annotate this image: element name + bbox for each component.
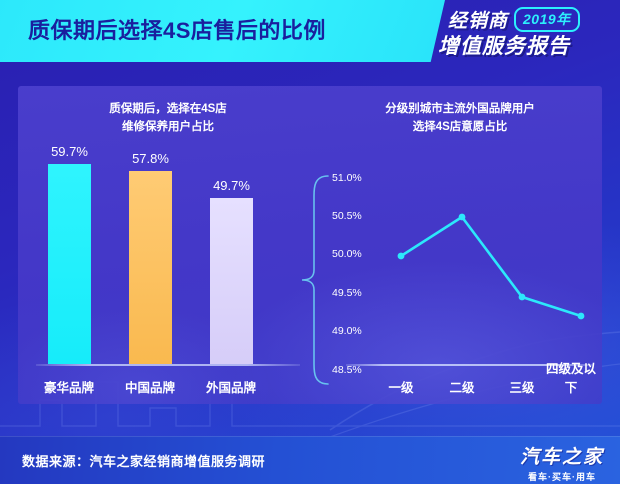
bar-category-label-3: 外国品牌 [205, 381, 256, 395]
bar-item-foreign[interactable]: 49.7% [210, 178, 253, 364]
y-axis-tick-3: 49.5% [332, 287, 362, 299]
report-badge-row-1: 经销商 2019年 [448, 6, 580, 33]
header-bar: 质保期后选择4S店售后的比例 [0, 0, 620, 62]
panel-glow [18, 86, 602, 404]
bar-chart-title-line-2: 维修保养用户占比 [122, 121, 214, 133]
footer-bar: 数据来源：汽车之家经销商增值服务调研 汽车之家 看车·买车·用车 [0, 436, 620, 484]
x-axis-tick-2: 二级 [449, 381, 475, 395]
brand-logo: 汽车之家 看车·买车·用车 [520, 442, 604, 483]
line-point-3 [518, 293, 526, 301]
bar-value-label-3: 49.7% [213, 178, 250, 193]
line-point-2 [458, 213, 466, 221]
line-chart-title: 分级别城市主流外国品牌用户 选择4S店意愿占比 [318, 100, 602, 136]
y-axis-tick-4: 49.0% [332, 325, 362, 337]
y-axis-tick-5: 48.5% [332, 364, 362, 376]
bar-chart-baseline [36, 364, 300, 366]
bar-chart-title-line-1: 质保期后，选择在4S店 [109, 103, 227, 115]
bar-category-label-1: 豪华品牌 [43, 381, 94, 395]
connector-brace-icon [298, 174, 334, 386]
report-badge: 经销商 2019年 增值服务报告 [424, 4, 614, 66]
line-chart-title-line-1: 分级别城市主流外国品牌用户 [385, 103, 535, 115]
badge-subtitle-label: 增值服务报告 [438, 35, 570, 58]
bar-value-label-1: 59.7% [51, 144, 88, 159]
badge-year-label: 2019年 [514, 7, 580, 32]
page-title: 质保期后选择4S店售后的比例 [28, 18, 326, 43]
bar-item-chinese[interactable]: 57.8% [129, 151, 172, 364]
brand-logo-tagline: 看车·买车·用车 [527, 472, 596, 482]
bar-rect-2 [129, 171, 172, 364]
line-point-4 [577, 312, 585, 320]
y-axis-tick-2: 50.0% [332, 248, 362, 260]
x-axis-tick-1: 一级 [388, 381, 414, 395]
badge-brand-label: 经销商 [448, 11, 509, 32]
charts-panel: 质保期后，选择在4S店 维修保养用户占比 59.7% 豪华品牌 57.8% 中国… [18, 86, 602, 404]
x-axis-tick-4: 四级及以下 [545, 362, 596, 395]
bar-chart: 质保期后，选择在4S店 维修保养用户占比 59.7% 豪华品牌 57.8% 中国… [18, 86, 318, 404]
bar-rect-3 [210, 198, 253, 364]
y-axis-tick-0: 51.0% [332, 172, 362, 184]
bar-chart-title: 质保期后，选择在4S店 维修保养用户占比 [18, 100, 318, 136]
footer-divider [0, 436, 620, 437]
line-chart-baseline [346, 364, 594, 366]
line-point-1 [397, 252, 405, 260]
bar-rect-1 [48, 164, 91, 364]
data-source-label: 数据来源：汽车之家经销商增值服务调研 [22, 454, 266, 469]
brand-logo-name: 汽车之家 [519, 447, 604, 468]
line-chart: 分级别城市主流外国品牌用户 选择4S店意愿占比 51.0% 50.5% 50.0… [318, 86, 602, 404]
bar-category-label-2: 中国品牌 [124, 381, 175, 395]
bar-value-label-2: 57.8% [132, 151, 169, 166]
bar-item-luxury[interactable]: 59.7% [48, 144, 91, 364]
x-axis-tick-3: 三级 [509, 381, 535, 395]
y-axis-tick-1: 50.5% [332, 210, 362, 222]
line-series-svg [397, 213, 585, 320]
line-chart-title-line-2: 选择4S店意愿占比 [412, 121, 508, 133]
